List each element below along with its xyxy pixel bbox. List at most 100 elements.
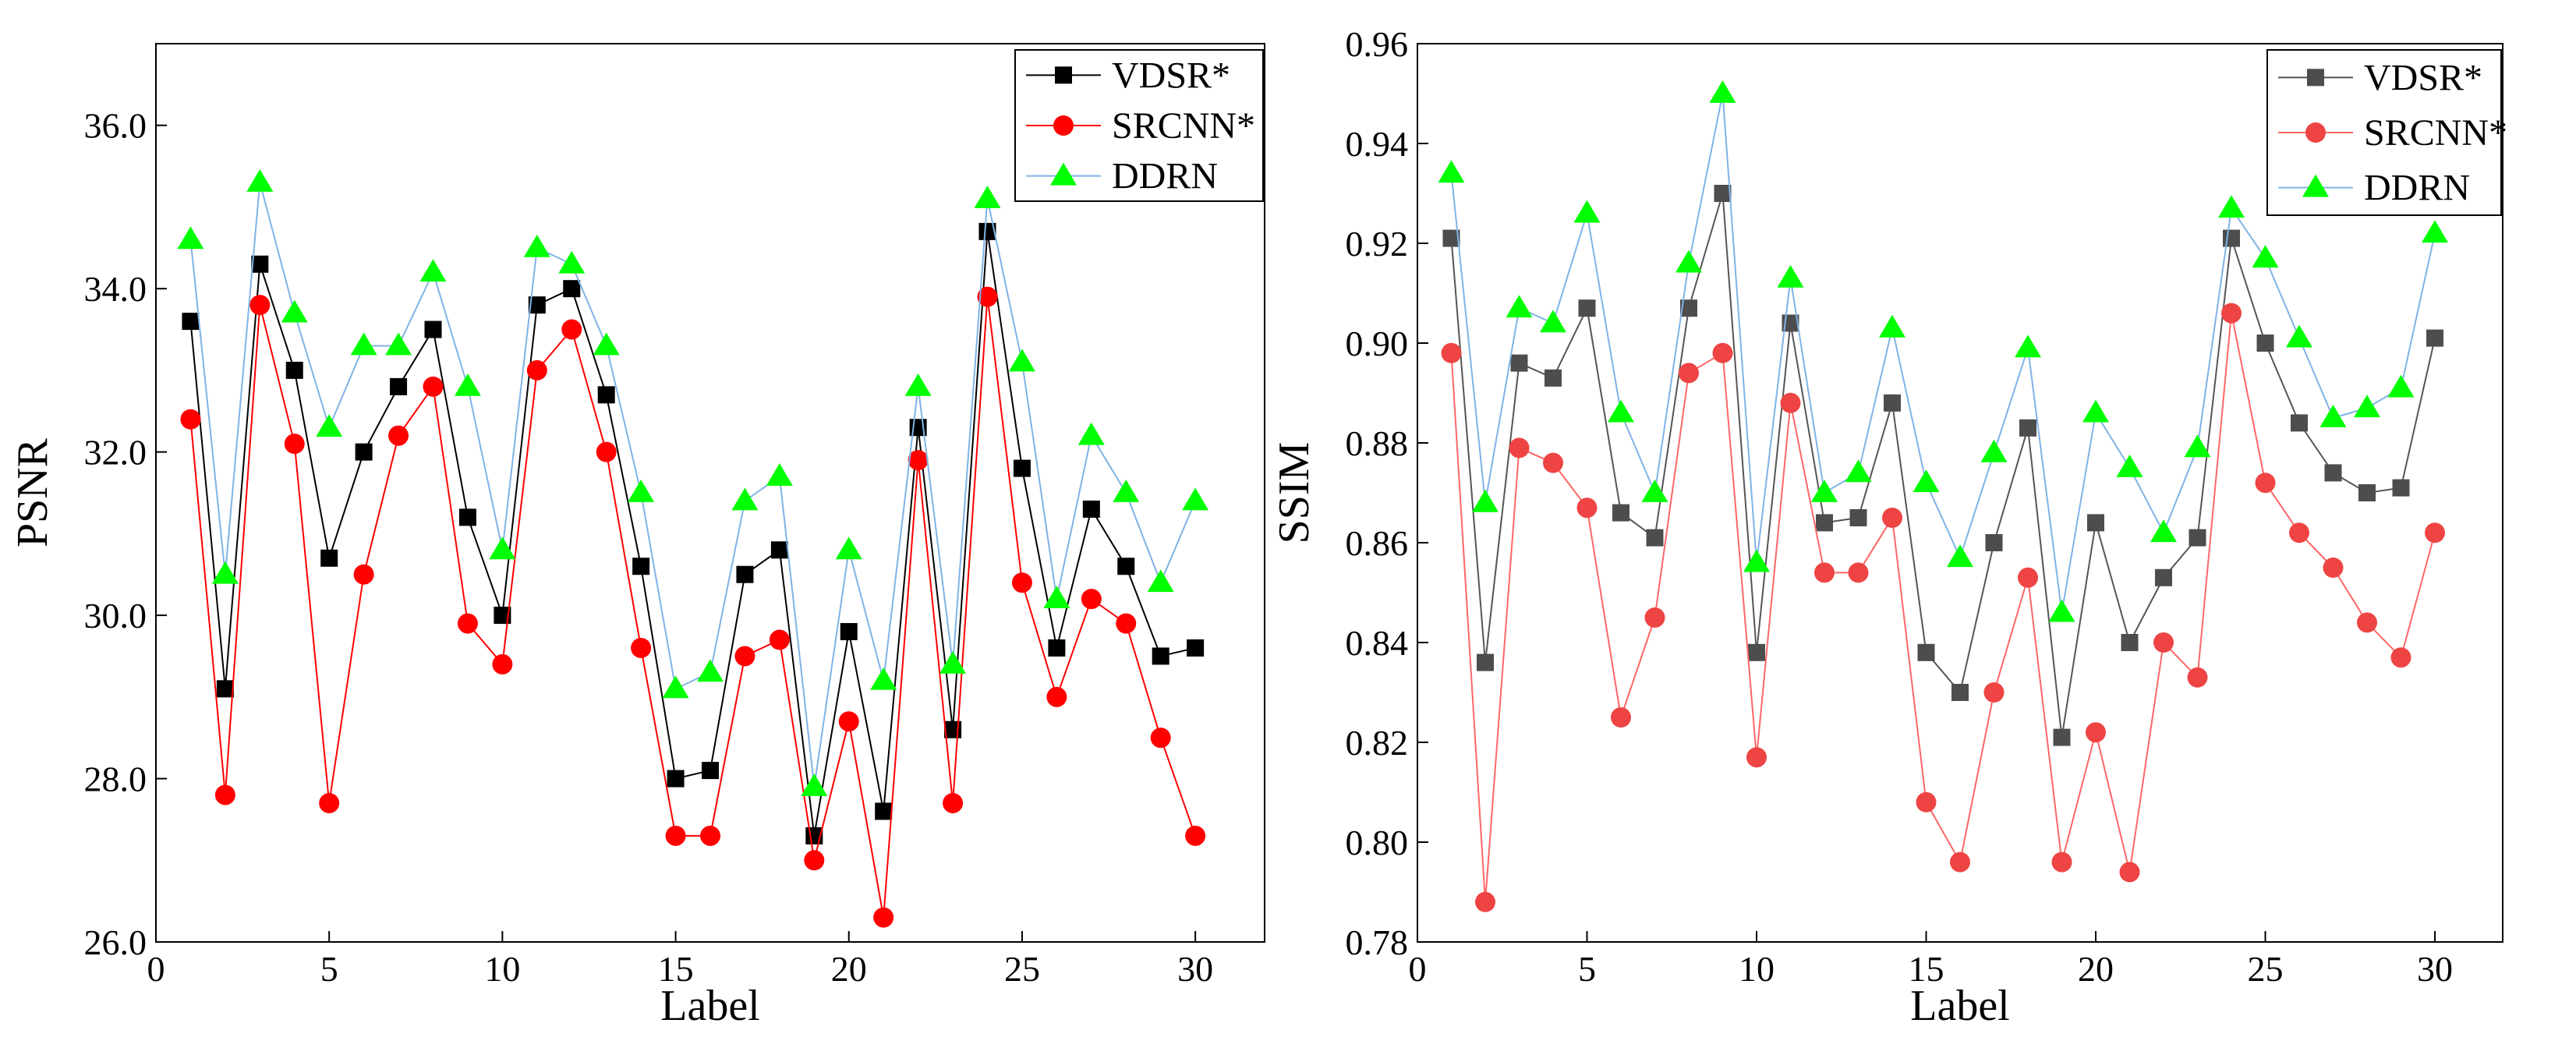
ssim-legend-marker [2305, 122, 2326, 143]
ssim-series-line [1450, 193, 2436, 738]
psnr-data-point [904, 373, 932, 396]
ssim-data-point [2291, 414, 2308, 432]
ssim-chart: 0 5 10 15 20 25 30 0.78 0.80 0.82 0.84 0.86 0.88 0.90… [1270, 24, 2507, 1030]
psnr-data-point [1147, 569, 1174, 593]
psnr-data-point [355, 443, 373, 461]
ssim-data-point [1578, 299, 1596, 317]
psnr-x-axis-title: Label [660, 982, 759, 1030]
psnr-legend-label: SRCNN* [1112, 105, 1255, 147]
ssim-x-tick-label: 20 [2078, 949, 2114, 989]
ssim-data-point [1879, 314, 1905, 338]
ssim-data-point [2426, 329, 2443, 347]
ssim-data-point [1845, 459, 1872, 483]
psnr-data-point [974, 185, 1001, 208]
psnr-data-point [700, 825, 720, 846]
ssim-y-tick-label: 0.92 [1346, 224, 1409, 264]
ssim-data-point [1438, 160, 1465, 183]
ssim-data-point [1712, 342, 1733, 363]
ssim-x-tick-label: 10 [1739, 949, 1775, 989]
psnr-data-point [1011, 572, 1032, 593]
ssim-data-point [1679, 363, 1699, 384]
psnr-legend-label: VDSR* [1112, 55, 1230, 96]
psnr-data-point [835, 536, 862, 560]
psnr-y-tick-label: 26.0 [84, 922, 147, 962]
ssim-data-point [1442, 229, 1460, 247]
psnr-data-point [736, 565, 754, 583]
psnr-data-point [182, 313, 200, 331]
ssim-data-point [2119, 862, 2140, 883]
psnr-data-point [494, 607, 511, 625]
ssim-data-point [2087, 514, 2104, 532]
ssim-data-point [1882, 508, 1902, 528]
psnr-data-point [1082, 500, 1100, 518]
ssim-data-point [2150, 519, 2177, 543]
ssim-data-point [1980, 439, 2008, 462]
psnr-data-point [246, 169, 274, 192]
ssim-data-point [2019, 419, 2036, 437]
psnr-data-point [424, 320, 442, 338]
ssim-data-point [1709, 80, 1736, 103]
psnr-data-point [801, 774, 828, 796]
psnr-data-point [870, 667, 897, 690]
ssim-y-tick-label: 0.96 [1346, 24, 1409, 64]
ssim-data-point [1611, 707, 1631, 728]
psnr-data-point [875, 802, 893, 820]
ssim-data-point [1509, 437, 1530, 458]
psnr-data-point [353, 564, 374, 585]
psnr-data-point [702, 762, 719, 780]
ssim-data-point [1714, 185, 1732, 202]
psnr-data-point [1013, 459, 1031, 477]
psnr-data-point [908, 450, 929, 471]
ssim-data-point [2051, 852, 2072, 873]
psnr-data-point [180, 409, 201, 430]
psnr-data-point [385, 332, 412, 356]
psnr-data-point [873, 907, 894, 928]
ssim-data-point [1950, 852, 1970, 873]
psnr-data-point [1185, 825, 1206, 846]
ssim-y-tick-label: 0.82 [1346, 723, 1409, 763]
ssim-data-point [1540, 310, 1566, 333]
ssim-series-line [1450, 93, 2436, 613]
ssim-data-point [2357, 612, 2377, 633]
psnr-legend-marker [1050, 162, 1077, 186]
ssim-data-point [2223, 229, 2240, 247]
psnr-data-point [1152, 647, 1169, 665]
ssim-y-axis-title: SSIM [1270, 442, 1318, 544]
ssim-legend-label: DDRN [2364, 168, 2470, 209]
ssim-data-point [1510, 354, 1528, 372]
ssim-data-point [2189, 529, 2206, 547]
ssim-x-axis-title: Label [1910, 982, 2009, 1030]
psnr-data-point [454, 373, 481, 396]
ssim-y-tick-label: 0.78 [1346, 922, 1409, 962]
ssim-data-point [2354, 395, 2380, 418]
ssim-data-point [2390, 647, 2411, 668]
psnr-data-point [667, 770, 685, 788]
psnr-data-point [766, 463, 793, 486]
psnr-x-tick-label: 25 [1004, 949, 1040, 989]
psnr-series-vdsr [182, 222, 1205, 844]
ssim-data-point [1913, 469, 1940, 493]
ssim-data-point [1472, 489, 1499, 512]
ssim-data-point [2015, 335, 2041, 358]
ssim-data-point [1545, 369, 1562, 387]
ssim-legend-label: VDSR* [2364, 57, 2482, 98]
psnr-data-point [597, 386, 615, 404]
psnr-data-point [390, 377, 408, 395]
psnr-x-tick-label: 30 [1177, 949, 1213, 989]
psnr-data-point [177, 226, 204, 250]
ssim-data-point [1608, 399, 1634, 423]
psnr-data-point [804, 850, 825, 871]
ssim-data-point [1644, 607, 1665, 628]
ssim-data-point [1777, 264, 1804, 288]
psnr-data-point [457, 613, 478, 634]
ssim-data-point [1543, 452, 1563, 473]
psnr-data-point [628, 480, 655, 502]
psnr-y-tick-label: 30.0 [84, 596, 147, 636]
ssim-data-point [2187, 667, 2208, 688]
psnr-data-point [697, 659, 724, 682]
ssim-data-point [1646, 529, 1664, 547]
psnr-data-point [350, 332, 377, 356]
ssim-y-tick-label: 0.86 [1346, 523, 1409, 563]
ssim-legend-marker [2307, 69, 2324, 87]
